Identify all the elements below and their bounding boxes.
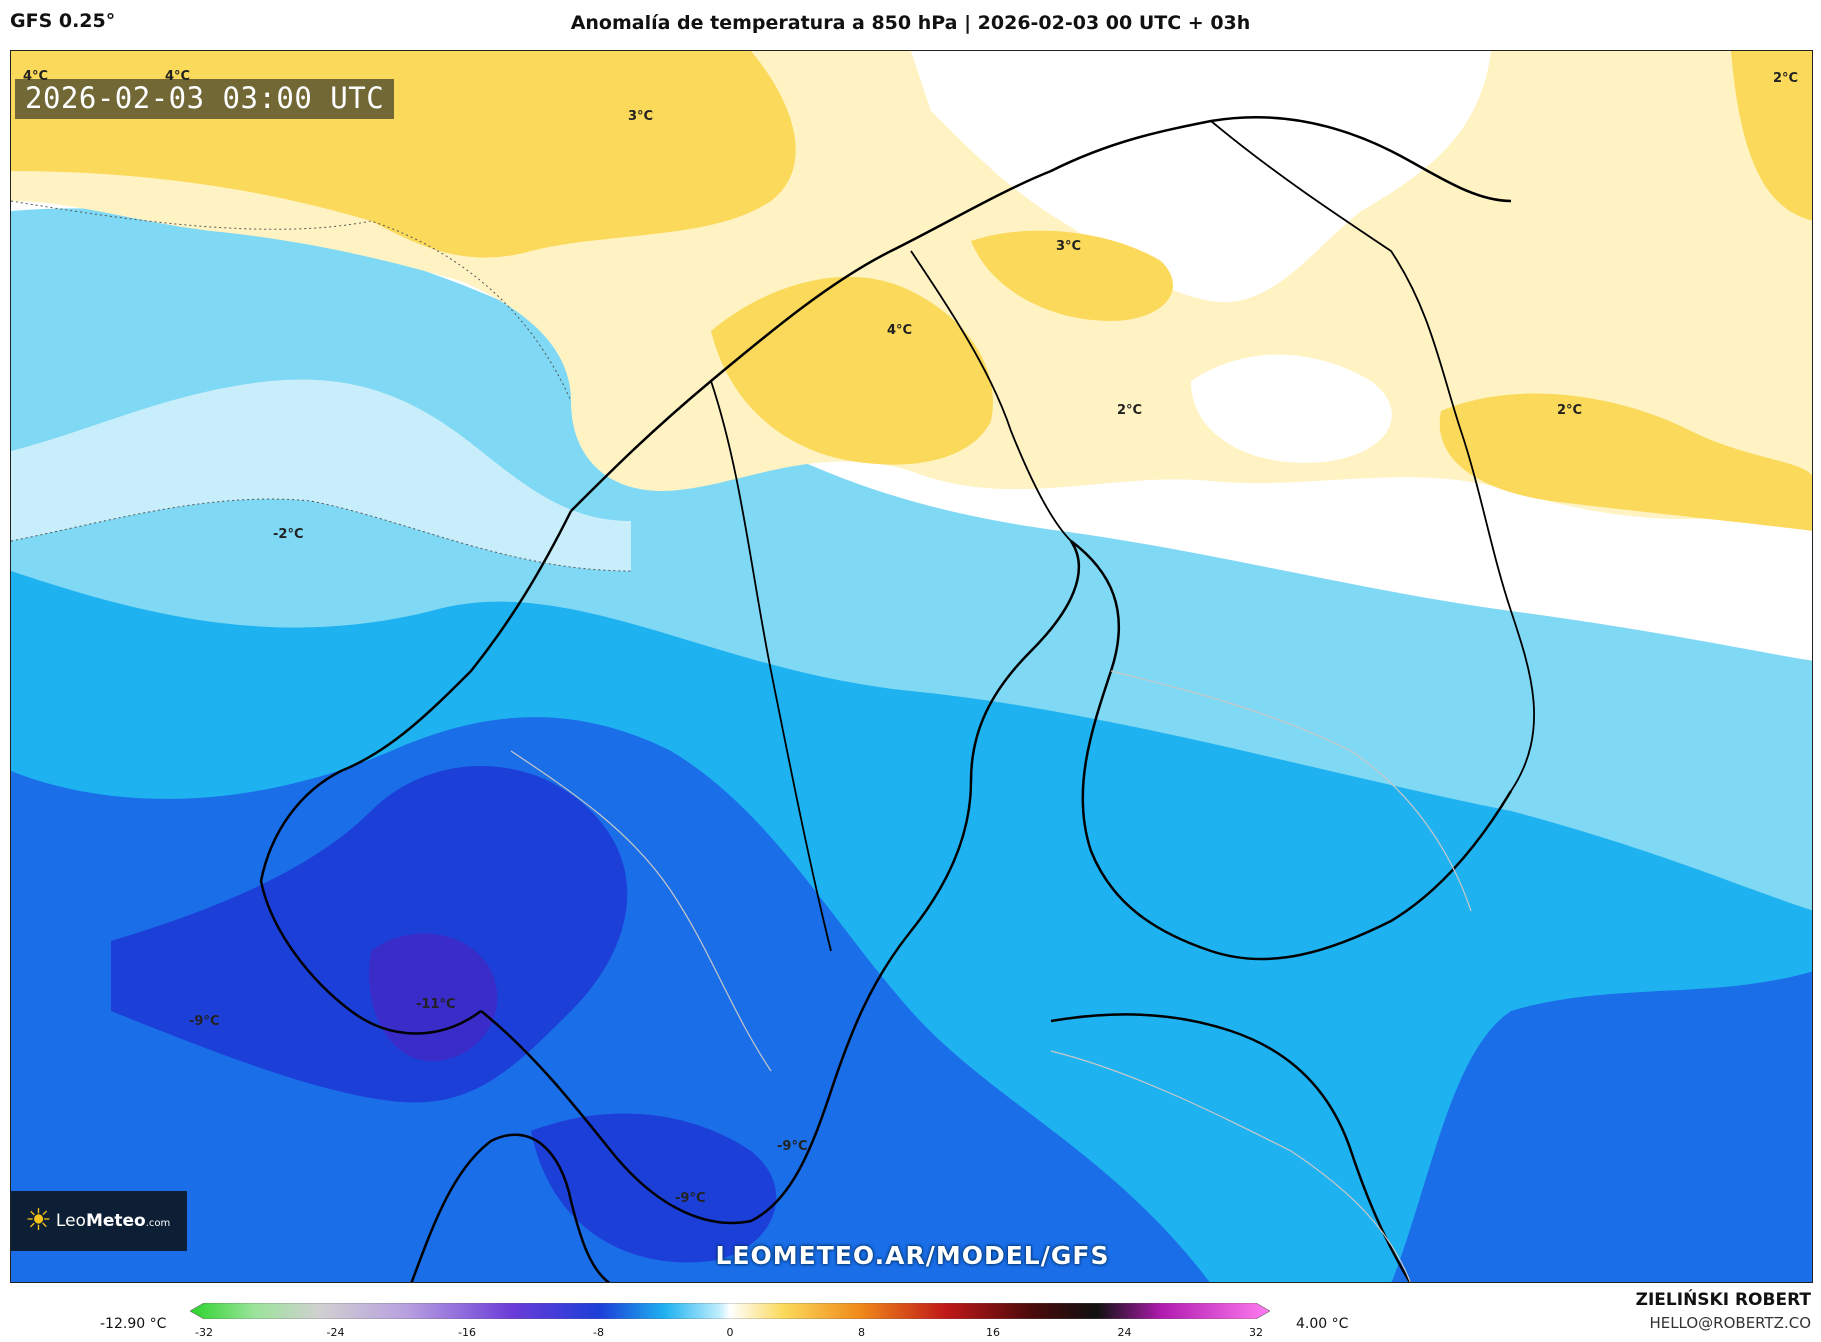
colorbar-tick-label: -32 — [195, 1326, 213, 1339]
colorbar-tick-label: 0 — [726, 1326, 734, 1339]
contour-label: -2°C — [273, 527, 304, 542]
colorbar-tick-label: 24 — [1117, 1326, 1132, 1339]
contour-label: -11°C — [416, 997, 456, 1012]
leometeo-logo[interactable]: ☀ LeoMeteo.com — [11, 1191, 187, 1251]
colorbar-tick-label: -24 — [326, 1326, 345, 1339]
cold-core-west — [111, 766, 628, 1103]
neutral-arctic — [911, 51, 1491, 303]
colorbar-min-label: -12.90 °C — [100, 1316, 167, 1332]
admin-borders-2 — [1110, 670, 1472, 912]
contour-label: 4°C — [23, 69, 49, 84]
neutral-patch — [1191, 354, 1392, 463]
contour-label: -9°C — [777, 1139, 808, 1154]
colorbar-ticks: -32 -24 -16 -8 0 8 16 24 32 — [0, 1326, 1821, 1342]
border-sweden-finland — [910, 250, 1072, 542]
warm-east — [1439, 393, 1812, 531]
cold-core-center — [369, 933, 498, 1061]
colorbar-max-label: 4.00 °C — [1296, 1316, 1349, 1332]
contour-label: 2°C — [1557, 403, 1583, 418]
coastline-denmark — [410, 1133, 611, 1282]
contour-label: 2°C — [1773, 71, 1799, 86]
colorbar-tick-label: 16 — [986, 1326, 1000, 1339]
isoline-1 — [11, 498, 632, 572]
sun-icon: ☀ — [25, 1203, 52, 1238]
colorbar-tick-label: -16 — [458, 1326, 476, 1339]
valid-time-badge: 2026-02-03 03:00 UTC — [15, 79, 395, 119]
map-fields — [11, 51, 1812, 1282]
contour-label: 3°C — [628, 109, 654, 124]
author-name: ZIELIŃSKI ROBERT — [1635, 1290, 1811, 1310]
map-title: Anomalía de temperatura a 850 hPa | 2026… — [570, 12, 1251, 34]
coastline-norway-west — [259, 510, 573, 1035]
warm-kola — [1731, 51, 1812, 221]
contour-label: 4°C — [887, 323, 913, 338]
contour-label: 2°C — [1117, 403, 1143, 418]
admin-borders-1 — [510, 750, 772, 1072]
coastline-finland — [1070, 540, 1513, 961]
temperature-anomaly-map[interactable]: 2026-02-03 03:00 UTC 4°C 4°C 3°C 2°C 3°C… — [10, 50, 1813, 1283]
colorbar-tick-label: 32 — [1249, 1326, 1263, 1339]
contour-label: -9°C — [675, 1191, 706, 1206]
cold-core-south — [531, 1113, 777, 1263]
colorbar — [190, 1303, 1270, 1319]
cool-edge — [11, 379, 631, 571]
contour-label: 3°C — [1056, 239, 1082, 254]
contour-label: -9°C — [189, 1014, 220, 1029]
site-link[interactable]: LEOMETEO.AR/MODEL/GFS — [715, 1241, 1110, 1270]
warm-north — [971, 230, 1173, 321]
border-norway-sweden — [710, 380, 832, 952]
colorbar-tick-label: 8 — [858, 1326, 865, 1339]
border-finland-russia — [1210, 120, 1535, 792]
contour-label: 4°C — [165, 69, 191, 84]
colorbar-tick-label: -8 — [593, 1326, 604, 1339]
author-email[interactable]: HELLO@ROBERTZ.CO — [1649, 1314, 1811, 1332]
coastline-sweden — [480, 540, 1081, 1225]
cold-band-east — [1391, 971, 1812, 1282]
model-label: GFS 0.25° — [10, 10, 116, 32]
coastline-baltic — [1050, 1013, 1412, 1282]
admin-borders-3 — [1050, 1050, 1411, 1282]
